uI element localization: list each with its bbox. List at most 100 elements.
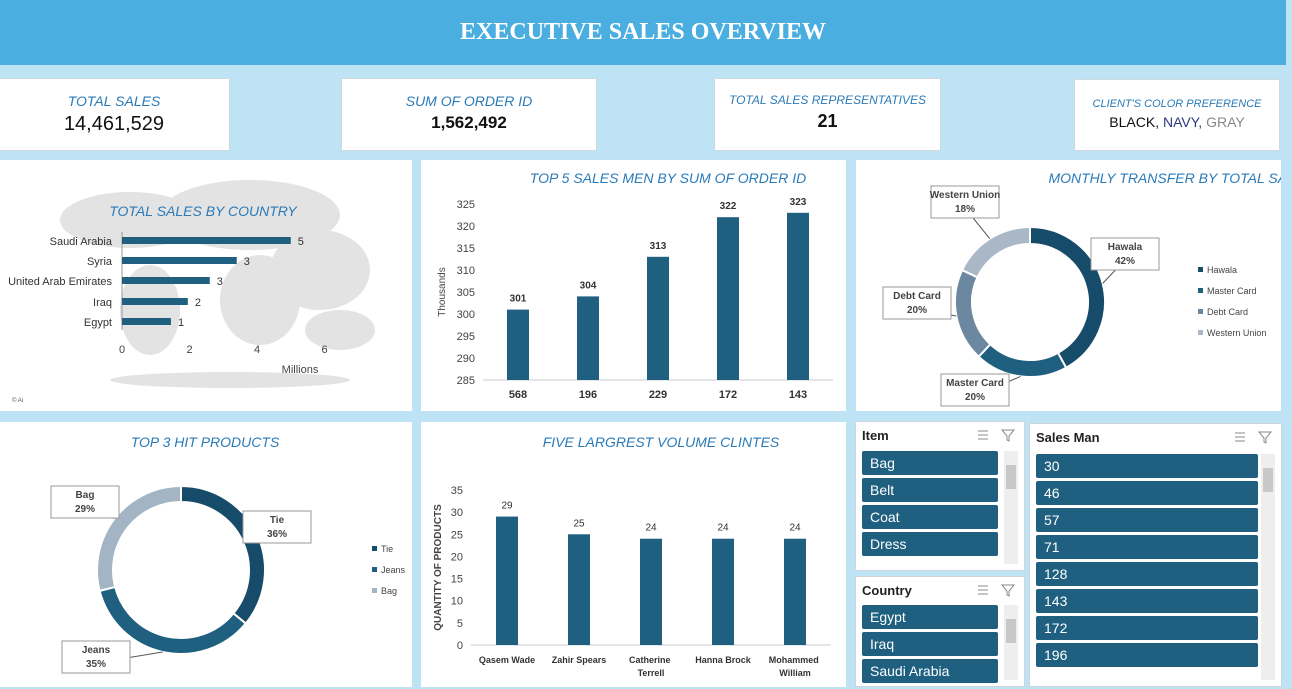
- bar: [507, 309, 529, 380]
- x-tick-label: 172: [719, 389, 737, 401]
- data-label: 24: [789, 523, 801, 534]
- slicer-icons: [976, 428, 1016, 445]
- bar: [122, 277, 210, 284]
- y-tick-label: 25: [451, 529, 463, 541]
- x-tick-label: 229: [649, 389, 667, 401]
- x-tick-label: Qasem Wade: [479, 655, 535, 665]
- kpi-label: SUM OF ORDER ID: [405, 93, 533, 109]
- chart-panel: MONTHLY TRANSFER BY TOTAL SALES Hawala 42%…: [856, 160, 1281, 411]
- bar: [122, 318, 171, 325]
- kpi-label: TOTAL SALES REPRESENTATIVES: [729, 93, 926, 107]
- x-tick-label: 4: [254, 344, 260, 356]
- bar: [784, 538, 806, 645]
- map-shape: [220, 255, 300, 345]
- bar: [577, 296, 599, 380]
- data-label: 29: [501, 501, 513, 512]
- label-box: [882, 286, 952, 320]
- data-label-name: Debt Card: [893, 291, 941, 302]
- chart-panel: © Ai TOTAL SALES BY COUNTRY 0 2 4 6 Millions Sa…: [0, 160, 412, 411]
- data-label: 24: [645, 523, 657, 534]
- chart: TOP 3 HIT PRODUCTS Tie 36% Tie Jeans 35% Jeans…: [50, 434, 406, 674]
- data-label: 322: [720, 201, 737, 212]
- doughnut-slice: [96, 484, 182, 593]
- kpi-label: TOTAL SALES: [67, 93, 161, 109]
- data-label: 36%: [267, 529, 287, 540]
- bar: [496, 516, 518, 645]
- y-tick-label: 30: [451, 507, 463, 519]
- x-tick-label: 196: [579, 389, 597, 401]
- slicer-item[interactable]: 128: [1036, 562, 1258, 586]
- bar: [647, 256, 669, 380]
- slicer-item[interactable]: Saudi Arabia: [862, 659, 998, 683]
- y-tick-label: 10: [451, 596, 463, 608]
- map-shape: [120, 265, 180, 355]
- data-label: 18%: [955, 204, 975, 215]
- label-box: [1090, 237, 1160, 271]
- kpi-label: CLIENT'S COLOR PREFERENCE: [1092, 98, 1262, 110]
- legend-label: Debt Card: [1207, 307, 1248, 317]
- data-label-name: Western Union: [930, 190, 1000, 201]
- slicer-item[interactable]: Bag: [862, 451, 998, 475]
- legend-label: Western Union: [1207, 328, 1266, 338]
- data-label: 20%: [907, 305, 927, 316]
- slicer: Sales Man 30 46 57 71 128 143 172 196: [1029, 423, 1282, 687]
- legend-label: Master Card: [1207, 286, 1257, 296]
- map-shape: [110, 372, 350, 388]
- doughnut-slice: [977, 342, 1068, 378]
- slicer-item[interactable]: Belt: [862, 478, 998, 502]
- slicer-title: Country: [862, 583, 912, 598]
- data-label: 1: [178, 317, 184, 329]
- slicer-item[interactable]: Dress: [862, 532, 998, 556]
- slicer-item[interactable]: Coat: [862, 505, 998, 529]
- slicer-item[interactable]: 71: [1036, 535, 1258, 559]
- doughnut-slice: [954, 268, 992, 359]
- legend-label: Tie: [381, 544, 393, 554]
- y-tick-label: Saudi Arabia: [50, 236, 113, 248]
- data-label: 20%: [965, 392, 985, 403]
- chart: TOP 5 SALES MEN BY SUM OF ORDER ID 285 290…: [437, 170, 833, 401]
- data-label: 323: [790, 197, 807, 208]
- data-label: 42%: [1115, 256, 1135, 267]
- legend-label: Jeans: [381, 565, 406, 575]
- y-tick-label: 20: [451, 551, 463, 563]
- slicer-item[interactable]: 196: [1036, 643, 1258, 667]
- label-box: [61, 640, 131, 674]
- bar: [717, 217, 739, 380]
- y-tick-label: 300: [457, 309, 475, 321]
- x-tick-label: Mohammed William: [769, 655, 822, 678]
- slicer-item[interactable]: Egypt: [862, 605, 998, 629]
- x-tick-label: Zahir Spears: [552, 655, 607, 665]
- legend-label: Bag: [381, 586, 397, 596]
- slicer-item[interactable]: Iraq: [862, 632, 998, 656]
- x-tick-label: 2: [186, 344, 192, 356]
- x-tick-label: 0: [119, 344, 125, 356]
- map-note: © Ai: [12, 397, 23, 404]
- slicer-item[interactable]: 30: [1036, 454, 1258, 478]
- slicer-item[interactable]: 143: [1036, 589, 1258, 613]
- data-label: 25: [573, 518, 585, 529]
- doughnut-slice: [180, 484, 266, 625]
- y-tick-label: United Arab Emirates: [8, 276, 112, 288]
- kpi-card: SUM OF ORDER ID 1,562,492: [341, 78, 597, 151]
- kpi-value: 21: [817, 111, 838, 131]
- kpi-card: CLIENT'S COLOR PREFERENCE BLACK, NAVY, G…: [1074, 79, 1280, 151]
- slicer-item[interactable]: 46: [1036, 481, 1258, 505]
- scrollbar: [1004, 605, 1018, 680]
- data-label: 29%: [75, 504, 95, 515]
- label-box: [940, 373, 1010, 407]
- color-word: BLACK,: [1109, 114, 1160, 130]
- bar: [640, 538, 662, 645]
- slicer: Item Bag Belt Coat Dress: [855, 421, 1025, 571]
- scrollbar: [1004, 451, 1018, 564]
- map-shape: [160, 180, 340, 250]
- bar: [787, 212, 809, 380]
- chart-panel: TOP 5 SALES MEN BY SUM OF ORDER ID 285 290…: [421, 160, 846, 411]
- data-label: 304: [580, 280, 597, 291]
- slicer-item[interactable]: 172: [1036, 616, 1258, 640]
- slicer-item[interactable]: 57: [1036, 508, 1258, 532]
- kpi-value: BLACK, NAVY, GRAY: [1075, 114, 1279, 130]
- label-box: [930, 185, 1000, 219]
- header-title: EXECUTIVE SALES OVERVIEW: [460, 19, 826, 45]
